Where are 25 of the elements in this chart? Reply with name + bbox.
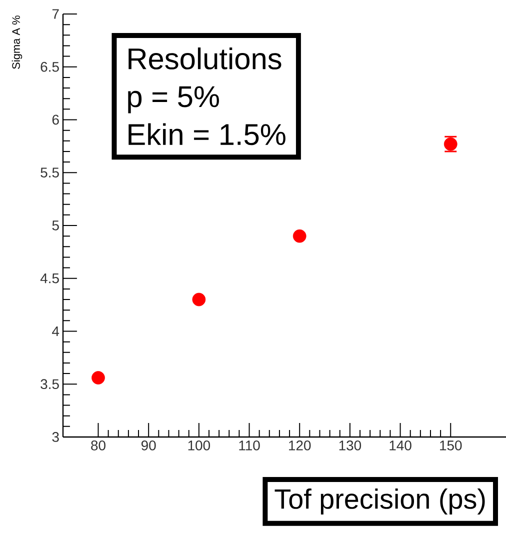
y-tick-label: 5.5 [40,168,59,178]
y-tick-label: 3 [52,432,59,442]
y-tick-label: 4.5 [40,274,59,284]
x-tick-label: 80 [91,440,106,450]
point [192,292,206,306]
x-tick-label: 100 [188,440,210,450]
y-tick-label: 7 [52,9,59,19]
x-tick-label: 130 [339,440,362,450]
y-tick-label: 4 [52,326,60,336]
y-axis-title: Sigma A % [12,16,22,69]
annotation: Resolutions [128,47,282,70]
x-tick-label: 90 [141,440,156,450]
y-tick-label: 5 [52,220,59,230]
x-tick-label: 140 [390,440,412,450]
x-tick-label: 120 [289,440,311,450]
point [292,229,306,243]
x-tick-label: 150 [440,440,462,450]
y-tick-label: 3.5 [40,379,59,390]
annotation: p = 5% [128,86,219,114]
x-axis-title: Tof precision (ps) [274,488,485,514]
y-tick-label: 6 [52,114,59,125]
y-tick-label: 6.5 [40,62,59,72]
x-tick-label: 110 [239,440,260,450]
point [92,371,105,384]
annotation: Ekin = 1.5% [128,123,286,146]
